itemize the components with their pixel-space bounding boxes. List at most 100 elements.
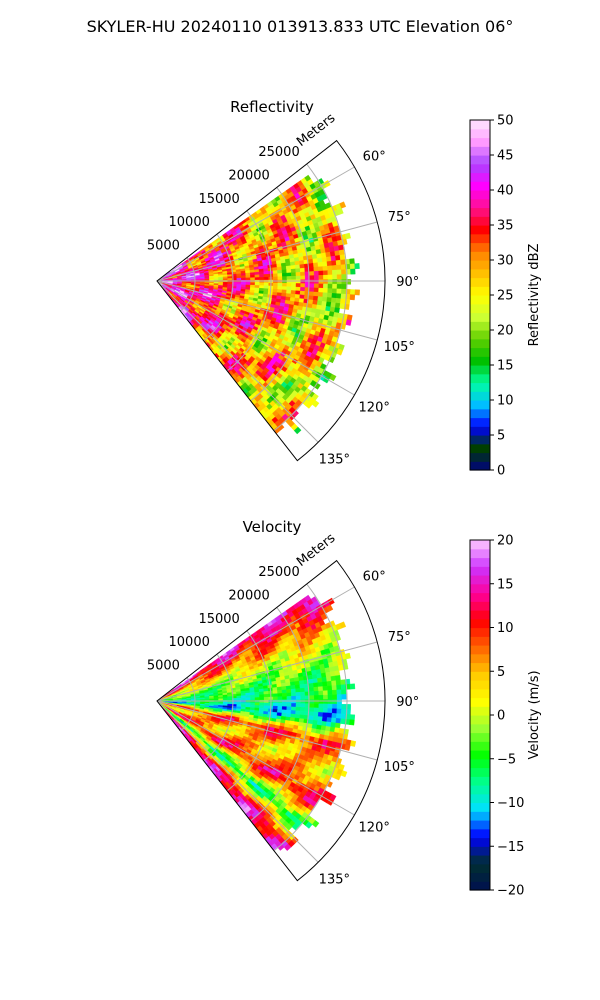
radar-cell [254, 282, 260, 286]
radar-cell [350, 740, 357, 747]
radar-cell [277, 689, 283, 694]
radar-cell [331, 708, 338, 714]
colorbar-segment [470, 776, 490, 786]
colorbar-segment [470, 863, 490, 874]
radar-cell [317, 257, 323, 263]
radar-cell [313, 283, 320, 289]
radar-cell [281, 706, 288, 711]
radar-cell [313, 291, 319, 297]
radar-cell [326, 292, 333, 299]
radar-cell [295, 692, 301, 697]
radar-cell [312, 295, 319, 301]
radar-cell [308, 267, 315, 272]
radar-cell [331, 288, 338, 294]
radar-cell [308, 678, 314, 684]
colorbar-segment [470, 321, 490, 331]
radar-cell [245, 697, 251, 701]
colorbar-segment [470, 811, 490, 821]
radar-cell [330, 302, 337, 308]
radar-cell [335, 718, 342, 724]
radar-cell [263, 282, 269, 287]
radial-tick-label: 5000 [147, 659, 180, 674]
range-ring [180, 257, 196, 312]
radar-cell [285, 685, 292, 690]
colorbar-segment [470, 242, 490, 252]
azimuth-line [156, 166, 355, 282]
radar-cell [349, 263, 356, 270]
radar-cell [277, 702, 283, 707]
radar-cell [341, 279, 347, 285]
radar-cell [341, 274, 347, 280]
radar-cell [290, 706, 297, 711]
radar-cell [295, 268, 301, 273]
radar-cell [332, 694, 338, 700]
radar-cell [325, 301, 332, 308]
radar-cell [277, 276, 283, 281]
radar-cell [277, 286, 283, 290]
radar-cell [317, 261, 324, 268]
radar-cell [277, 273, 283, 277]
radar-cell [334, 670, 341, 677]
azimuth-tick-label: 60° [363, 570, 386, 585]
radar-cell [340, 713, 346, 720]
radar-cell [340, 259, 346, 266]
colorbar-tick-label: 35 [497, 219, 514, 234]
radar-cell [320, 252, 327, 259]
radar-cell [273, 699, 279, 704]
colorbar-tick-label: 45 [497, 149, 514, 164]
radar-cell [299, 680, 305, 685]
radial-tick-label: 25000 [258, 565, 299, 580]
radar-cell [336, 348, 344, 356]
radar-cell [338, 244, 344, 251]
radar-cell [245, 702, 251, 706]
radar-cell [295, 286, 301, 292]
radar-cell [354, 289, 360, 296]
radar-cell [250, 702, 256, 706]
radar-cell [236, 277, 242, 281]
colorbar-segment [470, 391, 490, 401]
radar-cell [290, 290, 296, 295]
colorbar-segment [470, 172, 490, 182]
radar-cell [291, 272, 297, 277]
radar-cell [316, 253, 323, 259]
radar-cell [259, 277, 265, 281]
radar-cell [350, 289, 356, 296]
colorbar-segment [470, 268, 490, 279]
colorbar-segment [470, 828, 490, 839]
radial-tick-label: 15000 [198, 192, 239, 207]
range-ring [273, 163, 348, 432]
radar-cell [323, 699, 329, 705]
plot-title: Reflectivity [230, 98, 314, 116]
polar-grid [156, 163, 385, 443]
radar-cell [245, 277, 251, 281]
radar-cell [291, 283, 297, 288]
radar-cell [286, 279, 292, 284]
radar-cell [336, 269, 342, 275]
radar-cell [339, 254, 346, 261]
radar-cell [300, 283, 306, 288]
plot-title: Velocity [243, 518, 302, 536]
radar-cell [286, 269, 292, 274]
colorbar-segment [470, 443, 490, 454]
radar-cell [277, 282, 283, 287]
radar-cell [218, 698, 224, 701]
colorbar-segment [470, 190, 490, 200]
radar-cell [332, 689, 338, 696]
velocity-panel: Velocity500010000150002000025000Meters60… [147, 518, 542, 899]
radar-cell [313, 703, 320, 709]
radar-cell [326, 260, 333, 267]
radar-cell [331, 680, 337, 686]
radar-cell [341, 694, 347, 700]
colorbar-segment [470, 417, 490, 427]
radar-cell [291, 695, 297, 701]
colorbar-segment [470, 163, 490, 174]
range-ring [226, 210, 272, 372]
radar-cell [312, 715, 319, 721]
radar-cell [213, 698, 219, 701]
radar-cell [299, 260, 305, 265]
radar-cell [318, 279, 324, 285]
radar-cell [327, 690, 333, 696]
azimuth-tick-label: 120° [359, 400, 390, 415]
radar-cell [327, 283, 333, 289]
